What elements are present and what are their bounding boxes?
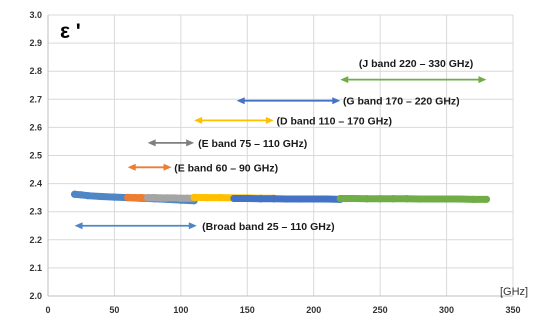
y-tick-label: 2.6: [29, 122, 42, 132]
data-point: [243, 194, 251, 203]
band-annotation-label: (Broad band 25 – 110 GHz): [202, 221, 334, 233]
y-tick-label: 2.7: [29, 94, 42, 104]
x-tick-label: 300: [439, 305, 454, 315]
x-tick-label: 350: [505, 305, 520, 315]
data-point: [130, 194, 138, 202]
band-annotation-label: (D band 110 – 170 GHz): [277, 115, 393, 127]
data-point: [137, 194, 145, 202]
x-tick-label: 200: [306, 305, 321, 315]
data-point: [310, 195, 318, 203]
band-annotation-label: (G band 170 – 220 GHz): [343, 96, 460, 108]
data-point: [456, 195, 464, 203]
data-point: [217, 194, 225, 202]
data-point: [177, 194, 185, 202]
data-point: [124, 193, 132, 201]
arrowhead-left: [340, 76, 349, 84]
band-annotation-label: (E band 75 – 110 GHz): [198, 138, 307, 150]
data-point: [429, 195, 437, 203]
data-point: [482, 195, 491, 203]
data-point: [376, 195, 384, 203]
band-annotation-label: (J band 220 – 330 GHz): [359, 58, 473, 70]
data-point: [256, 195, 265, 203]
x-tick-label: 50: [109, 305, 119, 315]
data-point: [323, 195, 331, 203]
data-series: [70, 190, 491, 205]
y-axis-label: ε ': [60, 20, 81, 43]
data-point: [144, 194, 152, 202]
arrowhead-right: [188, 222, 197, 230]
data-point: [270, 195, 278, 203]
arrowhead-right: [478, 76, 487, 84]
data-point: [157, 194, 165, 202]
data-point: [70, 190, 79, 198]
y-tick-label: 2.9: [29, 38, 42, 48]
data-point: [442, 195, 451, 203]
y-tick-label: 2.4: [29, 179, 42, 189]
data-point: [230, 194, 238, 203]
data-point: [77, 191, 85, 199]
y-tick-label: 2.1: [29, 263, 42, 273]
data-point: [183, 194, 192, 202]
arrowhead-right: [163, 163, 172, 171]
arrowhead-right: [332, 97, 341, 105]
x-tick-label: 0: [45, 305, 50, 315]
data-point: [150, 194, 158, 202]
data-point: [403, 195, 411, 203]
y-tick-label: 2.2: [29, 235, 42, 245]
data-point: [363, 195, 371, 203]
arrowhead-left: [194, 116, 203, 124]
band-annotation-label: (E band 60 – 90 GHz): [174, 162, 278, 174]
data-point: [190, 193, 198, 201]
y-tick-label: 3.0: [29, 10, 42, 20]
arrowhead-left: [74, 222, 83, 230]
gridlines: [47, 14, 514, 297]
data-point: [389, 195, 398, 203]
data-point: [163, 194, 172, 202]
data-point: [349, 194, 358, 203]
arrowhead-right: [186, 139, 195, 147]
arrowhead-left: [127, 163, 136, 171]
arrowhead-left: [236, 97, 245, 105]
x-tick-label: 250: [373, 305, 388, 315]
data-point: [283, 195, 291, 203]
y-tick-label: 2.0: [29, 291, 42, 301]
x-axis-unit-label: [GHz]: [500, 286, 528, 298]
axes: 2.0 2.1 2.2 2.3 2.4 2.5 2.6 2.7 2.8 2.9 3.0 0 50 100 1…: [29, 10, 520, 315]
data-point: [469, 195, 477, 203]
y-tick-label: 2.5: [29, 151, 42, 161]
x-tick-label: 100: [173, 305, 188, 315]
data-point: [203, 194, 212, 202]
data-point: [336, 194, 344, 203]
data-point: [84, 192, 92, 200]
arrowhead-left: [147, 139, 156, 147]
data-point: [170, 194, 178, 202]
y-tick-label: 2.3: [29, 207, 42, 217]
data-point: [110, 193, 119, 201]
data-point: [416, 195, 424, 203]
arrowhead-right: [265, 116, 274, 124]
x-tick-label: 150: [240, 305, 255, 315]
y-tick-label: 2.8: [29, 66, 42, 76]
band-annotations: (J band 220 – 330 GHz) (G band 170 – 220 …: [74, 58, 487, 233]
data-point: [97, 192, 105, 201]
data-point: [296, 195, 305, 203]
